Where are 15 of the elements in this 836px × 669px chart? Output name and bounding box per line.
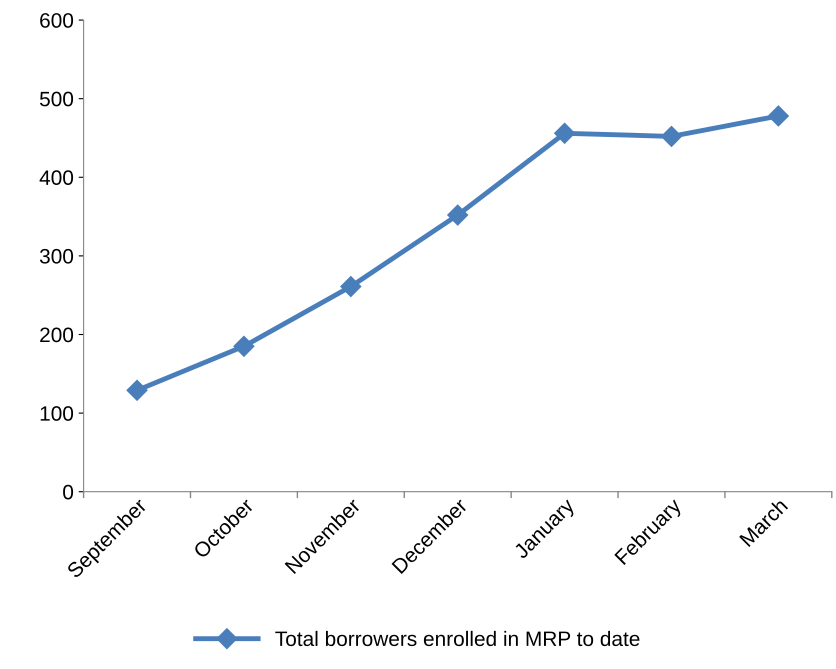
y-tick-label: 600 [40, 13, 74, 28]
y-tick-label: 500 [40, 92, 74, 106]
point [768, 105, 789, 126]
point [447, 204, 468, 226]
point [340, 276, 362, 298]
y-tick-label: 400 [40, 170, 74, 186]
legend-label: Total borrowers enrolled in MRP to date [275, 630, 640, 646]
y-tick-label: 0 [63, 484, 74, 500]
point [233, 336, 254, 357]
y-tick-label: 200 [40, 328, 74, 342]
y-tick-label: 300 [40, 248, 74, 264]
point [554, 122, 576, 144]
point [660, 126, 682, 147]
point [126, 380, 148, 401]
y-tick-label: 100 [40, 406, 74, 421]
